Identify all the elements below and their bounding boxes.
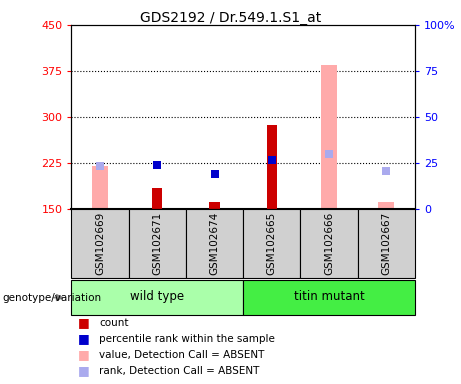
Text: count: count <box>99 318 129 328</box>
Text: GSM102674: GSM102674 <box>210 212 219 275</box>
Text: GSM102671: GSM102671 <box>152 212 162 275</box>
Text: ■: ■ <box>78 332 90 345</box>
Text: GSM102669: GSM102669 <box>95 212 105 275</box>
Text: GSM102665: GSM102665 <box>267 212 277 275</box>
Bar <box>209 202 220 209</box>
Bar <box>152 188 162 209</box>
Text: ■: ■ <box>78 364 90 377</box>
Bar <box>378 202 394 209</box>
Bar <box>71 280 243 315</box>
Bar <box>129 209 186 278</box>
Text: titin mutant: titin mutant <box>294 290 364 303</box>
Text: GSM102666: GSM102666 <box>324 212 334 275</box>
Text: ■: ■ <box>78 316 90 329</box>
Text: rank, Detection Call = ABSENT: rank, Detection Call = ABSENT <box>99 366 260 376</box>
Bar <box>358 209 415 278</box>
Text: wild type: wild type <box>130 290 184 303</box>
Text: value, Detection Call = ABSENT: value, Detection Call = ABSENT <box>99 350 265 360</box>
Text: ■: ■ <box>78 348 90 361</box>
Text: genotype/variation: genotype/variation <box>2 293 101 303</box>
Bar <box>243 209 301 278</box>
Bar <box>71 209 129 278</box>
Text: GSM102667: GSM102667 <box>381 212 391 275</box>
Bar <box>266 125 277 209</box>
Bar <box>92 166 108 209</box>
Text: GDS2192 / Dr.549.1.S1_at: GDS2192 / Dr.549.1.S1_at <box>140 11 321 25</box>
Bar <box>321 65 337 209</box>
Text: percentile rank within the sample: percentile rank within the sample <box>99 334 275 344</box>
Bar <box>301 209 358 278</box>
Bar <box>186 209 243 278</box>
Bar <box>243 280 415 315</box>
